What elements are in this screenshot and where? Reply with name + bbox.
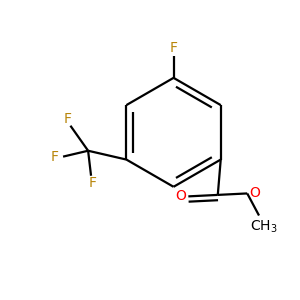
Text: F: F xyxy=(64,112,71,126)
Text: F: F xyxy=(51,150,59,164)
Text: F: F xyxy=(169,41,178,56)
Text: O: O xyxy=(249,186,260,200)
Text: O: O xyxy=(176,189,186,203)
Text: F: F xyxy=(88,176,97,190)
Text: CH$_3$: CH$_3$ xyxy=(250,219,277,236)
